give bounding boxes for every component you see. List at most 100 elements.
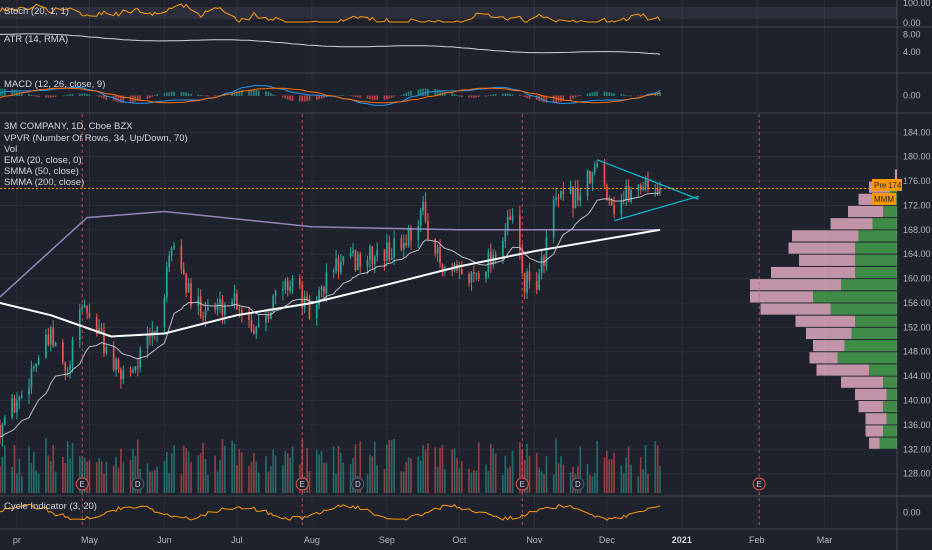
time-tick-label: Jun (157, 535, 172, 545)
volume-bar (436, 466, 439, 493)
candle-body (647, 180, 649, 190)
dividend-marker[interactable] (351, 477, 365, 491)
macd-histogram-bar (509, 93, 511, 96)
vp-down-row (750, 291, 813, 303)
vp-up-row (869, 364, 897, 376)
volume-bar (13, 445, 16, 493)
candle-body (511, 215, 514, 220)
cycle-line (0, 503, 661, 521)
volume-bar (16, 473, 18, 493)
volume-bar (456, 458, 458, 493)
candle-body (637, 184, 640, 191)
dividend-marker[interactable] (571, 477, 585, 491)
candle-body (214, 307, 217, 310)
time-tick-label: Oct (452, 535, 467, 545)
candle-body (528, 271, 531, 282)
candle-body (427, 220, 429, 239)
macd-histogram-bar (202, 95, 204, 96)
candle-body (303, 296, 306, 309)
earnings-marker[interactable] (515, 477, 529, 491)
vp-up-row (883, 425, 897, 437)
volume-bar (424, 449, 427, 493)
volume-bar (100, 461, 103, 493)
vol-legend[interactable]: Vol (4, 144, 17, 155)
ticker-tag: MMM (874, 195, 894, 204)
dividend-marker[interactable] (131, 477, 145, 491)
earnings-marker[interactable] (295, 477, 309, 491)
macd-histogram-bar (216, 95, 219, 97)
volume-bar (422, 445, 424, 493)
macd-legend[interactable]: MACD (12, 26, close, 9) (4, 79, 105, 90)
price-tick-label: 160.00 (903, 274, 931, 284)
macd-histogram-bar (349, 95, 352, 96)
volume-bar (473, 469, 475, 493)
volume-bar (625, 457, 628, 493)
volume-bar (460, 461, 463, 493)
volume-bar (156, 466, 159, 493)
candle-body (540, 256, 543, 274)
atr-legend[interactable]: ATR (14, RMA) (4, 34, 68, 45)
macd-histogram-bar (417, 89, 420, 96)
candle-body (11, 398, 13, 418)
candle-body (308, 299, 311, 319)
macd-histogram-bar (18, 91, 21, 96)
volume-bar (386, 444, 388, 493)
price-tick-label: 168.00 (903, 225, 931, 235)
volume-bar (569, 472, 572, 493)
volume-bar (552, 474, 555, 493)
volume-bar (560, 456, 562, 493)
earnings-marker[interactable] (75, 477, 89, 491)
cycle-legend[interactable]: Cycle Indicator (3, 20) (4, 501, 97, 512)
volume-profile (750, 169, 897, 449)
candle-body (248, 314, 250, 320)
volume-bar (434, 447, 437, 493)
macd-histogram-bar (81, 93, 84, 96)
macd-histogram-bar (28, 93, 30, 96)
candle-body (323, 287, 325, 294)
candle-body (265, 316, 267, 324)
candle-body (216, 303, 219, 310)
candle-body (233, 293, 236, 302)
macd-histogram-bar (383, 95, 386, 100)
event-marker-label: E (300, 480, 305, 489)
macd-histogram-bar (214, 95, 217, 97)
volume-bar (291, 446, 294, 493)
candle-body (337, 258, 340, 273)
smma50-legend[interactable]: SMMA (50, close) (4, 166, 79, 177)
candle-body (286, 280, 289, 291)
time-tick-label: Nov (526, 535, 543, 545)
smma200-legend[interactable]: SMMA (200, close) (4, 177, 84, 188)
vp-down-row (799, 254, 855, 266)
vp-down-row (865, 413, 887, 425)
macd-histogram-bar (518, 94, 521, 96)
candle-body (136, 366, 139, 368)
macd-histogram-bar (11, 89, 13, 96)
volume-bar (83, 457, 86, 493)
macd-histogram-bar (552, 95, 555, 103)
volume-bar (591, 476, 594, 493)
macd-histogram-bar (165, 92, 168, 96)
candle-body (86, 305, 88, 313)
macd-histogram-bar (233, 92, 236, 96)
vp-up-row (844, 340, 897, 352)
vp-down-row (788, 242, 855, 254)
macd-histogram-bar (303, 95, 306, 102)
volume-bar (383, 468, 386, 493)
macd-histogram-bar (470, 95, 473, 98)
macd-histogram-bar (393, 95, 395, 97)
candle-body (383, 249, 386, 262)
ema-legend[interactable]: EMA (20, close, 0) (4, 155, 82, 166)
macd-histogram-bar (315, 95, 318, 101)
candle-body (187, 282, 190, 293)
volume-bar (487, 471, 490, 493)
volume-bar (589, 474, 591, 493)
volume-bar (236, 465, 238, 493)
stoch-legend[interactable]: Stoch (20, 1, 1) (4, 6, 69, 17)
vpvr-legend[interactable]: VPVR (Number Of Rows, 34, Up/Down, 70) (4, 133, 188, 144)
volume-bar (233, 443, 236, 493)
candle-body (253, 330, 255, 334)
earnings-marker[interactable] (752, 477, 766, 491)
vp-up-row (886, 413, 897, 425)
macd-histogram-bar (69, 94, 71, 96)
